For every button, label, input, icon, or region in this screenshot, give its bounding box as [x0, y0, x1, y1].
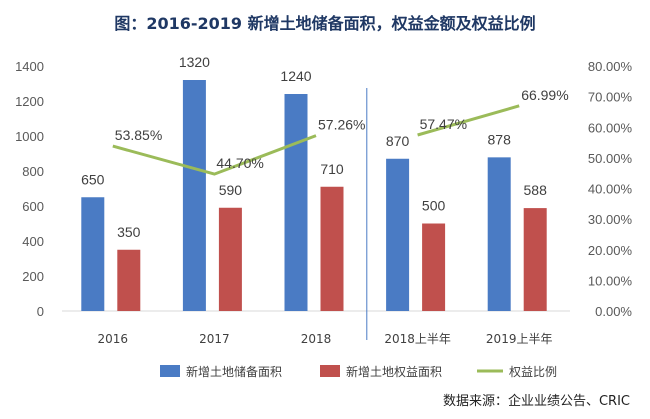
legend: 新增土地储备面积 新增土地权益面积 权益比例: [160, 364, 557, 379]
x-tick-label: 2019上半年: [486, 332, 553, 346]
left-tick-label: 1000: [15, 129, 44, 144]
right-tick-label: 80.00%: [588, 59, 633, 74]
data-labels-layer: 650 1320 1240 870 878 350 590 710 500 588 53.85% 44…: [81, 54, 569, 240]
x-tick-label: 2018上半年: [384, 332, 451, 346]
left-tick-label: 400: [22, 234, 44, 249]
right-tick-label: 40.00%: [588, 182, 633, 197]
bar-value-label: 650: [81, 171, 105, 187]
bar-value-label: 590: [219, 182, 243, 198]
right-tick-label: 30.00%: [588, 212, 633, 227]
ratio-value-label: 53.85%: [115, 127, 162, 143]
x-axis-ticks: 2016 2017 2018 2018上半年 2019上半年: [98, 332, 553, 346]
x-tick-label: 2017: [199, 332, 230, 346]
chart-title: 图：2016-2019 新增土地储备面积，权益金额及权益比例: [114, 14, 535, 33]
right-tick-label: 70.00%: [588, 90, 633, 105]
source-note: 数据来源：企业业绩公告、CRIC: [443, 393, 630, 409]
ratio-line-segment: [112, 134, 317, 176]
ratio-value-label: 57.26%: [318, 117, 365, 133]
left-tick-label: 800: [22, 164, 44, 179]
bar-value-label: 588: [524, 182, 548, 198]
legend-swatch: [160, 365, 180, 377]
left-tick-label: 0: [37, 304, 44, 319]
bar-value-label: 1320: [179, 54, 210, 70]
ratio-line-layer: [112, 104, 520, 176]
left-tick-label: 600: [22, 199, 44, 214]
right-tick-label: 60.00%: [588, 120, 633, 135]
left-y-axis: 0 200 400 600 800 1000 1200 1400: [15, 59, 44, 319]
bar-reserve-area: [182, 80, 206, 311]
bar-value-label: 870: [386, 133, 410, 149]
legend-swatch: [320, 365, 340, 377]
left-tick-label: 1400: [15, 59, 44, 74]
left-tick-label: 200: [22, 269, 44, 284]
right-tick-label: 20.00%: [588, 243, 633, 258]
ratio-value-label: 44.70%: [216, 155, 263, 171]
legend-label: 权益比例: [509, 365, 557, 379]
bar-equity-area: [218, 207, 242, 311]
bar-value-label: 710: [320, 161, 344, 177]
bar-reserve-area: [81, 197, 105, 311]
bar-equity-area: [117, 249, 141, 311]
right-tick-label: 50.00%: [588, 151, 633, 166]
left-tick-label: 1200: [15, 94, 44, 109]
bar-value-label: 500: [422, 198, 446, 214]
bar-equity-area: [422, 223, 446, 311]
bar-value-label: 1240: [280, 68, 311, 84]
bar-value-label: 878: [488, 131, 512, 147]
right-tick-label: 0.00%: [595, 304, 632, 319]
x-tick-label: 2018: [301, 332, 332, 346]
ratio-value-label: 57.47%: [420, 116, 467, 132]
x-tick-label: 2016: [98, 332, 129, 346]
bar-equity-area: [320, 186, 344, 311]
bar-reserve-area: [487, 157, 511, 311]
bars-layer: [81, 80, 547, 311]
right-y-axis: 0.00% 10.00% 20.00% 30.00% 40.00% 50.00% 60.00…: [588, 59, 633, 319]
bar-reserve-area: [284, 94, 308, 311]
bar-reserve-area: [386, 158, 410, 311]
ratio-value-label: 66.99%: [521, 87, 568, 103]
right-tick-label: 10.00%: [588, 273, 633, 288]
legend-label: 新增土地权益面积: [346, 364, 442, 379]
bar-equity-area: [523, 208, 547, 311]
legend-label: 新增土地储备面积: [186, 364, 282, 379]
bar-value-label: 350: [117, 224, 141, 240]
ratio-line-segment: [417, 104, 520, 137]
